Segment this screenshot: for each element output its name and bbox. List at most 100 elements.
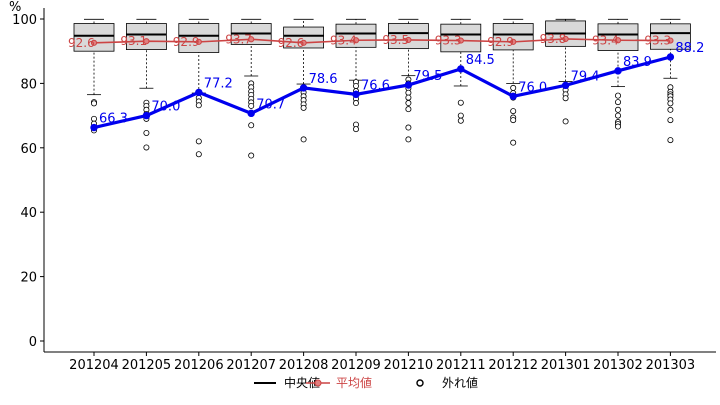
box-iqr — [492, 23, 534, 51]
data-label-mean: 93.4 — [330, 33, 357, 47]
data-label-mean: 93.4 — [592, 33, 619, 47]
y-tick-label: 40 — [20, 206, 37, 221]
outlier-point — [195, 138, 202, 145]
outlier-point — [457, 112, 464, 119]
series-point-mean — [352, 37, 360, 44]
series-point-blue — [142, 111, 151, 120]
x-tick-label: 201204 — [69, 358, 119, 373]
x-tick-label: 201302 — [593, 358, 643, 373]
outlier-point — [667, 106, 674, 113]
x-tick-label: 201301 — [541, 358, 591, 373]
outlier-point — [510, 139, 517, 146]
x-tick-label: 201212 — [488, 358, 538, 373]
series-point-mean — [248, 36, 255, 43]
outlier-point — [248, 152, 255, 159]
box-iqr — [73, 23, 115, 52]
outlier-point — [352, 126, 359, 133]
x-tick-label: 201210 — [384, 358, 434, 373]
outlier-point — [615, 106, 622, 113]
outlier-point — [667, 117, 674, 124]
outlier-point — [457, 117, 464, 124]
x-tick-label: 201206 — [174, 358, 224, 373]
outlier-point — [615, 92, 622, 99]
outlier-point — [615, 123, 622, 130]
outlier-point — [248, 122, 255, 129]
data-label-mean: 93.7 — [225, 32, 252, 46]
outlier-point — [405, 100, 412, 107]
outlier-point — [457, 99, 464, 106]
data-label-blue: 77.2 — [204, 76, 233, 91]
series-point-mean — [195, 38, 202, 45]
outlier-point — [562, 118, 569, 125]
series-point-blue — [195, 88, 203, 97]
x-tick-label: 201303 — [646, 358, 696, 373]
box-iqr — [650, 23, 691, 50]
legend: 中央値 平均値 外れ値 — [254, 375, 478, 390]
legend-mean-swatch-marker — [314, 379, 322, 387]
series-point-mean — [667, 37, 674, 44]
data-label-blue: 70.0 — [151, 100, 180, 115]
x-tick-label: 201211 — [436, 358, 486, 373]
series-point-mean — [457, 37, 464, 44]
outlier-point — [352, 100, 359, 107]
series-point-blue — [404, 81, 413, 89]
data-label-blue: 70.7 — [256, 97, 285, 112]
series-point-blue — [90, 123, 98, 132]
data-label-mean: 92.9 — [487, 35, 514, 49]
data-label-mean: 92.9 — [173, 35, 200, 49]
series-point-mean — [90, 39, 98, 46]
data-label-blue: 76.0 — [518, 80, 547, 95]
legend-mean-label: 平均値 — [336, 375, 372, 390]
x-tick-label: 201209 — [331, 358, 381, 373]
data-label-mean: 92.6 — [278, 36, 305, 50]
y-tick-label: 0 — [29, 335, 37, 350]
series-layer — [90, 35, 675, 132]
series-line-blue — [93, 55, 671, 130]
series-point-blue — [666, 53, 675, 61]
outlier-point — [405, 89, 412, 96]
data-label-mean: 93.3 — [644, 34, 671, 48]
series-point-blue — [509, 92, 517, 100]
outlier-point — [562, 95, 569, 102]
outlier-point — [300, 104, 307, 111]
outlier-point — [510, 84, 517, 91]
outlier-point — [195, 102, 202, 109]
outlier-point — [91, 100, 98, 107]
data-label-blue: 76.6 — [361, 78, 390, 93]
boxes-layer — [73, 18, 691, 96]
data-label-mean: 93.3 — [435, 34, 462, 48]
series-point-mean — [614, 37, 622, 44]
data-label-blue: 83.9 — [623, 55, 652, 70]
data-label-blue: 78.6 — [309, 72, 338, 87]
series-point-mean — [143, 38, 150, 45]
series-point-blue — [457, 65, 465, 73]
outlier-point — [667, 100, 674, 107]
data-label-mean: 93.5 — [382, 33, 409, 47]
series-point-blue — [561, 81, 570, 90]
series-point-mean — [300, 39, 307, 46]
outlier-point — [405, 94, 412, 101]
box-201303 — [650, 18, 691, 79]
series-line-mean — [93, 38, 671, 44]
series-point-blue — [299, 84, 308, 92]
outlier-point — [91, 115, 98, 122]
series-point-blue — [352, 90, 360, 99]
box-201205 — [126, 18, 167, 89]
outlier-point — [510, 117, 517, 124]
outlier-point — [615, 112, 622, 119]
y-axis-unit: % — [9, 0, 21, 15]
y-tick-label: 100 — [12, 13, 37, 28]
data-label-blue: 88.2 — [675, 41, 704, 56]
box-iqr — [178, 23, 220, 53]
legend-outlier-label: 外れ値 — [442, 375, 478, 390]
labels-layer: 92.6 93.1 92.9 93.7 92.6 93.4 93.5 93.3 92.9 93.8… — [68, 32, 704, 127]
legend-outlier-swatch — [416, 379, 424, 387]
x-tick-label: 201207 — [226, 358, 276, 373]
data-label-mean: 93.8 — [540, 32, 567, 46]
series-point-mean — [405, 36, 412, 44]
box-201301 — [545, 18, 586, 82]
data-label-blue: 79.5 — [413, 69, 442, 84]
outlier-point — [405, 124, 412, 131]
